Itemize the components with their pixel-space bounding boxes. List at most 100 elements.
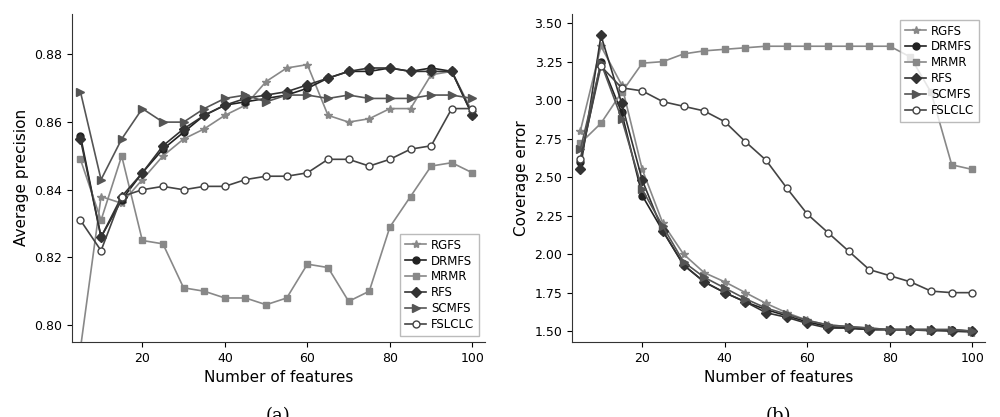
SCMFS (760, 306, 772, 311)
MRMR (574, 141, 586, 146)
DRMFS (301, 86, 313, 91)
SCMFS (301, 93, 313, 98)
Line: MRMR: MRMR (577, 43, 976, 173)
RFS (863, 327, 875, 332)
SCMFS (966, 329, 978, 334)
DRMFS (466, 113, 478, 118)
MRMR (363, 289, 375, 294)
RFS (946, 329, 958, 334)
RGFS (136, 177, 148, 182)
MRMR (219, 296, 231, 301)
Y-axis label: Average precision: Average precision (14, 109, 29, 246)
DRMFS (822, 324, 834, 329)
RFS (219, 103, 231, 108)
MRMR (801, 44, 813, 49)
MRMR (678, 51, 690, 56)
FSLCLC (405, 147, 417, 152)
FSLCLC (925, 289, 937, 294)
RGFS (198, 126, 210, 131)
MRMR (595, 121, 607, 126)
RFS (595, 33, 607, 38)
SCMFS (281, 93, 293, 98)
DRMFS (157, 147, 169, 152)
RGFS (384, 106, 396, 111)
DRMFS (74, 133, 86, 138)
SCMFS (801, 318, 813, 323)
RFS (678, 262, 690, 267)
Line: RFS: RFS (577, 32, 976, 334)
MRMR (157, 241, 169, 246)
Legend: RGFS, DRMFS, MRMR, RFS, SCMFS, FSLCLC: RGFS, DRMFS, MRMR, RFS, SCMFS, FSLCLC (900, 20, 979, 122)
SCMFS (636, 187, 648, 192)
DRMFS (136, 170, 148, 175)
RFS (405, 69, 417, 74)
DRMFS (95, 235, 107, 240)
DRMFS (698, 279, 710, 284)
RGFS (74, 346, 86, 351)
SCMFS (322, 96, 334, 101)
FSLCLC (157, 184, 169, 189)
RGFS (446, 69, 458, 74)
RGFS (239, 103, 251, 108)
DRMFS (219, 103, 231, 108)
Line: MRMR: MRMR (77, 153, 476, 308)
RFS (884, 327, 896, 332)
FSLCLC (74, 218, 86, 223)
SCMFS (178, 120, 190, 125)
FSLCLC (239, 177, 251, 182)
MRMR (657, 59, 669, 64)
DRMFS (405, 69, 417, 74)
RFS (574, 167, 586, 172)
SCMFS (843, 324, 855, 329)
DRMFS (636, 193, 648, 198)
RGFS (678, 251, 690, 256)
RFS (281, 89, 293, 94)
RFS (301, 83, 313, 88)
DRMFS (343, 69, 355, 74)
FSLCLC (946, 290, 958, 295)
MRMR (116, 153, 128, 158)
FSLCLC (446, 106, 458, 111)
RGFS (322, 113, 334, 118)
DRMFS (363, 69, 375, 74)
SCMFS (239, 93, 251, 98)
RFS (239, 96, 251, 101)
RFS (843, 326, 855, 331)
RFS (74, 136, 86, 141)
Line: DRMFS: DRMFS (77, 65, 476, 241)
FSLCLC (301, 170, 313, 175)
SCMFS (198, 106, 210, 111)
DRMFS (884, 327, 896, 332)
MRMR (925, 90, 937, 95)
RGFS (719, 279, 731, 284)
FSLCLC (801, 211, 813, 216)
FSLCLC (219, 184, 231, 189)
MRMR (466, 170, 478, 175)
FSLCLC (863, 267, 875, 272)
SCMFS (219, 96, 231, 101)
RGFS (219, 113, 231, 118)
SCMFS (574, 147, 586, 152)
RFS (384, 65, 396, 70)
RFS (116, 194, 128, 199)
RGFS (116, 201, 128, 206)
RFS (425, 69, 437, 74)
FSLCLC (198, 184, 210, 189)
MRMR (636, 60, 648, 65)
Line: SCMFS: SCMFS (576, 59, 977, 335)
RFS (136, 170, 148, 175)
DRMFS (678, 262, 690, 267)
RFS (95, 235, 107, 240)
RGFS (760, 301, 772, 306)
SCMFS (425, 93, 437, 98)
MRMR (904, 55, 916, 60)
MRMR (301, 261, 313, 266)
RGFS (281, 65, 293, 70)
DRMFS (966, 329, 978, 334)
FSLCLC (636, 88, 648, 93)
SCMFS (363, 96, 375, 101)
RFS (178, 126, 190, 131)
RFS (801, 321, 813, 326)
RGFS (260, 79, 272, 84)
RGFS (739, 290, 751, 295)
